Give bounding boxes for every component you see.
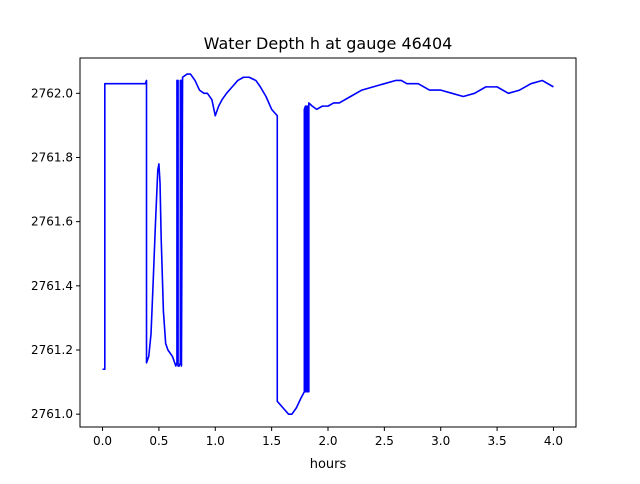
x-axis-label: hours [310, 457, 347, 472]
x-tick-label: 1.0 [206, 434, 225, 448]
axes-frame [79, 57, 577, 428]
y-tick-label: 2761.0 [31, 407, 73, 421]
x-tick-label: 2.5 [375, 434, 394, 448]
series-line-0 [102, 73, 554, 415]
x-tick-label: 3.0 [431, 434, 450, 448]
y-tick-label: 2761.8 [31, 150, 73, 164]
y-tick-label: 2761.4 [31, 279, 73, 293]
x-tick-label: 1.5 [262, 434, 281, 448]
x-tick-label: 0.0 [93, 434, 112, 448]
y-tick-label: 2761.2 [31, 343, 73, 357]
plot-area: 0.0 0.5 1.0 1.5 2.0 2.5 3.0 3.5 4.0 2761.0 2761.2 2… [31, 57, 577, 448]
x-tick-label: 2.0 [318, 434, 337, 448]
x-tick-label: 4.0 [544, 434, 563, 448]
chart-title: Water Depth h at gauge 46404 [204, 34, 453, 53]
x-tick-label: 0.5 [149, 434, 168, 448]
y-tick-label: 2762.0 [31, 86, 73, 100]
x-tick-label: 3.5 [488, 434, 507, 448]
y-tick-label: 2761.6 [31, 215, 73, 229]
